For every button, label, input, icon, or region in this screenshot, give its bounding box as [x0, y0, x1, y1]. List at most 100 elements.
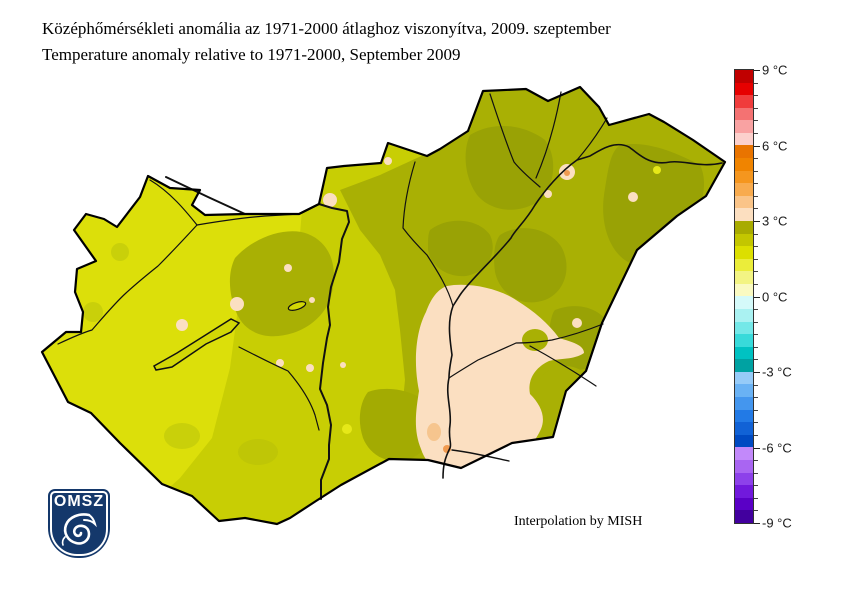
colorbar-segment [735, 70, 753, 83]
colorbar-label: -3 °C [762, 364, 792, 380]
colorbar-segment [735, 170, 753, 184]
colorbar-segment [735, 409, 753, 423]
lake-velence [287, 301, 307, 311]
colorbar-tick [754, 372, 760, 373]
anomaly-patch-texture-south [359, 388, 436, 462]
colorbar-tick [754, 271, 758, 273]
colorbar-segment [735, 283, 753, 297]
colorbar-tick [754, 120, 758, 122]
anomaly-patch [522, 329, 548, 351]
colorbar-segment [735, 472, 753, 486]
colorbar-label: 0 °C [762, 289, 788, 304]
colorbar-segment [735, 308, 753, 322]
interpolation-credit: Interpolation by MISH [514, 514, 643, 529]
anomaly-spot-peach [684, 224, 692, 232]
colorbar-segment [735, 107, 753, 121]
colorbar-segment [735, 346, 753, 360]
anomaly-spot-peach [438, 114, 448, 124]
river-sio [238, 346, 320, 431]
temperature-colorbar [734, 69, 754, 524]
colorbar-tick [754, 497, 758, 499]
colorbar-segment [735, 208, 753, 221]
anomaly-patch-dark-jaszsag [428, 220, 493, 277]
colorbar-tick [754, 460, 758, 462]
colorbar-tick [754, 145, 760, 147]
colorbar-tick [754, 258, 758, 260]
colorbar-tick [754, 422, 758, 424]
colorbar-segment [735, 296, 753, 309]
colorbar-segment [735, 397, 753, 410]
colorbar-tick [754, 221, 760, 222]
colorbar-label: -6 °C [762, 440, 792, 455]
colorbar-label: 6 °C [762, 138, 788, 153]
colorbar-segment [735, 497, 753, 511]
river-bodrog [576, 117, 608, 161]
colorbar-tick [754, 334, 758, 336]
colorbar-segment [735, 271, 753, 284]
colorbar-tick [754, 132, 758, 134]
colorbar-segment [735, 321, 753, 335]
colorbar-tick [754, 283, 758, 285]
anomaly-spot-peach [276, 359, 284, 367]
colorbar-segment [735, 447, 753, 460]
colorbar-tick [754, 170, 758, 172]
colorbar-segment [735, 183, 753, 196]
colorbar-tick [754, 434, 758, 436]
colorbar-label: -9 °C [762, 515, 792, 531]
colorbar-segment [735, 145, 753, 159]
colorbar-segment [735, 434, 753, 448]
anomaly-region-bakony-olive [229, 231, 334, 337]
colorbar-segment [735, 95, 753, 108]
colorbar-segment [735, 82, 753, 96]
colorbar-labels: 9 °C 6 °C 3 °C 0 °C -3 °C -6 °C -9 °C [760, 63, 820, 531]
colorbar-segment [735, 233, 753, 247]
lake-balaton [153, 318, 241, 371]
colorbar-tick [754, 510, 758, 512]
colorbar-tick [754, 309, 758, 311]
colorbar-tick [754, 82, 758, 84]
colorbar-segment [735, 384, 753, 398]
anomaly-spot-peach-dark [427, 423, 441, 441]
river-raba [57, 224, 198, 345]
anomaly-spot-peach [323, 193, 337, 207]
title-line-hungarian: Középhőmérsékleti anomália az 1971-2000 … [42, 19, 611, 38]
river-koros [448, 323, 604, 379]
anomaly-spot-peach [544, 190, 552, 198]
colorbar-tick [754, 233, 758, 235]
colorbar-tick [754, 447, 760, 449]
anomaly-patch [83, 302, 103, 322]
colorbar-tick [754, 409, 758, 411]
anomaly-spot-peach [628, 192, 638, 202]
anomaly-spot-yellow [342, 424, 352, 434]
colorbar-segment [735, 220, 753, 234]
colorbar-tick [754, 107, 758, 109]
colorbar-label: 3 °C [762, 213, 788, 229]
colorbar-segment [735, 334, 753, 347]
anomaly-fill-regions [42, 87, 725, 524]
omsz-logo-text: OMSZ [53, 493, 105, 510]
omsz-logo: OMSZ [48, 489, 110, 558]
colorbar-tick [754, 359, 758, 361]
colorbar-tick [754, 246, 758, 248]
colorbar-segment [735, 195, 753, 209]
colorbar-segment [735, 359, 753, 372]
river-tisza [442, 143, 723, 479]
anomaly-patch-dark-heves [494, 228, 567, 303]
anomaly-spot-peach [384, 157, 392, 165]
anomaly-spot-peach [306, 364, 314, 372]
colorbar-ticks [754, 70, 762, 524]
colorbar-tick [754, 523, 760, 524]
colorbar-segment [735, 246, 753, 259]
anomaly-spot-peach [309, 297, 315, 303]
page-title: Középhőmérsékleti anomália az 1971-2000 … [42, 16, 611, 68]
anomaly-spot-peach [284, 264, 292, 272]
anomaly-spot-peach [340, 362, 346, 368]
river-zagyva [402, 161, 454, 307]
anomaly-spot-peach [176, 319, 188, 331]
anomaly-spot-peach [572, 318, 582, 328]
hungary-border [40, 85, 727, 526]
colorbar-tick [754, 208, 758, 210]
river-sajo [489, 93, 541, 188]
